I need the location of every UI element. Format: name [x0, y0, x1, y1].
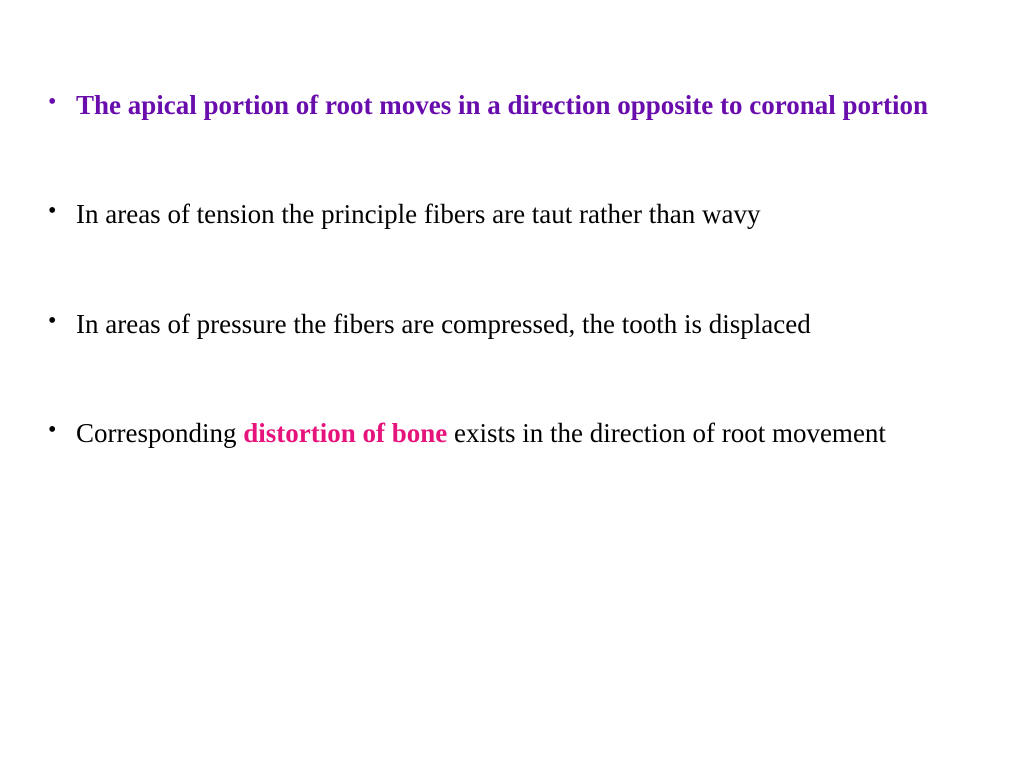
bullet-text: In areas of tension the principle fibers… [76, 199, 760, 229]
list-item: Corresponding distortion of bone exists … [40, 408, 1004, 459]
list-item: In areas of pressure the fibers are comp… [40, 299, 1004, 350]
bullet-text: In areas of pressure the fibers are comp… [76, 309, 811, 339]
bullet-text: The apical portion of root moves in a di… [76, 90, 928, 120]
list-item: In areas of tension the principle fibers… [40, 189, 1004, 240]
bullet-text: Corresponding [76, 418, 243, 448]
bullet-text-highlight: distortion of bone [243, 418, 447, 448]
slide: The apical portion of root moves in a di… [0, 0, 1024, 768]
list-item: The apical portion of root moves in a di… [40, 80, 1004, 131]
bullet-list: The apical portion of root moves in a di… [40, 80, 1004, 459]
bullet-text: exists in the direction of root movement [447, 418, 886, 448]
